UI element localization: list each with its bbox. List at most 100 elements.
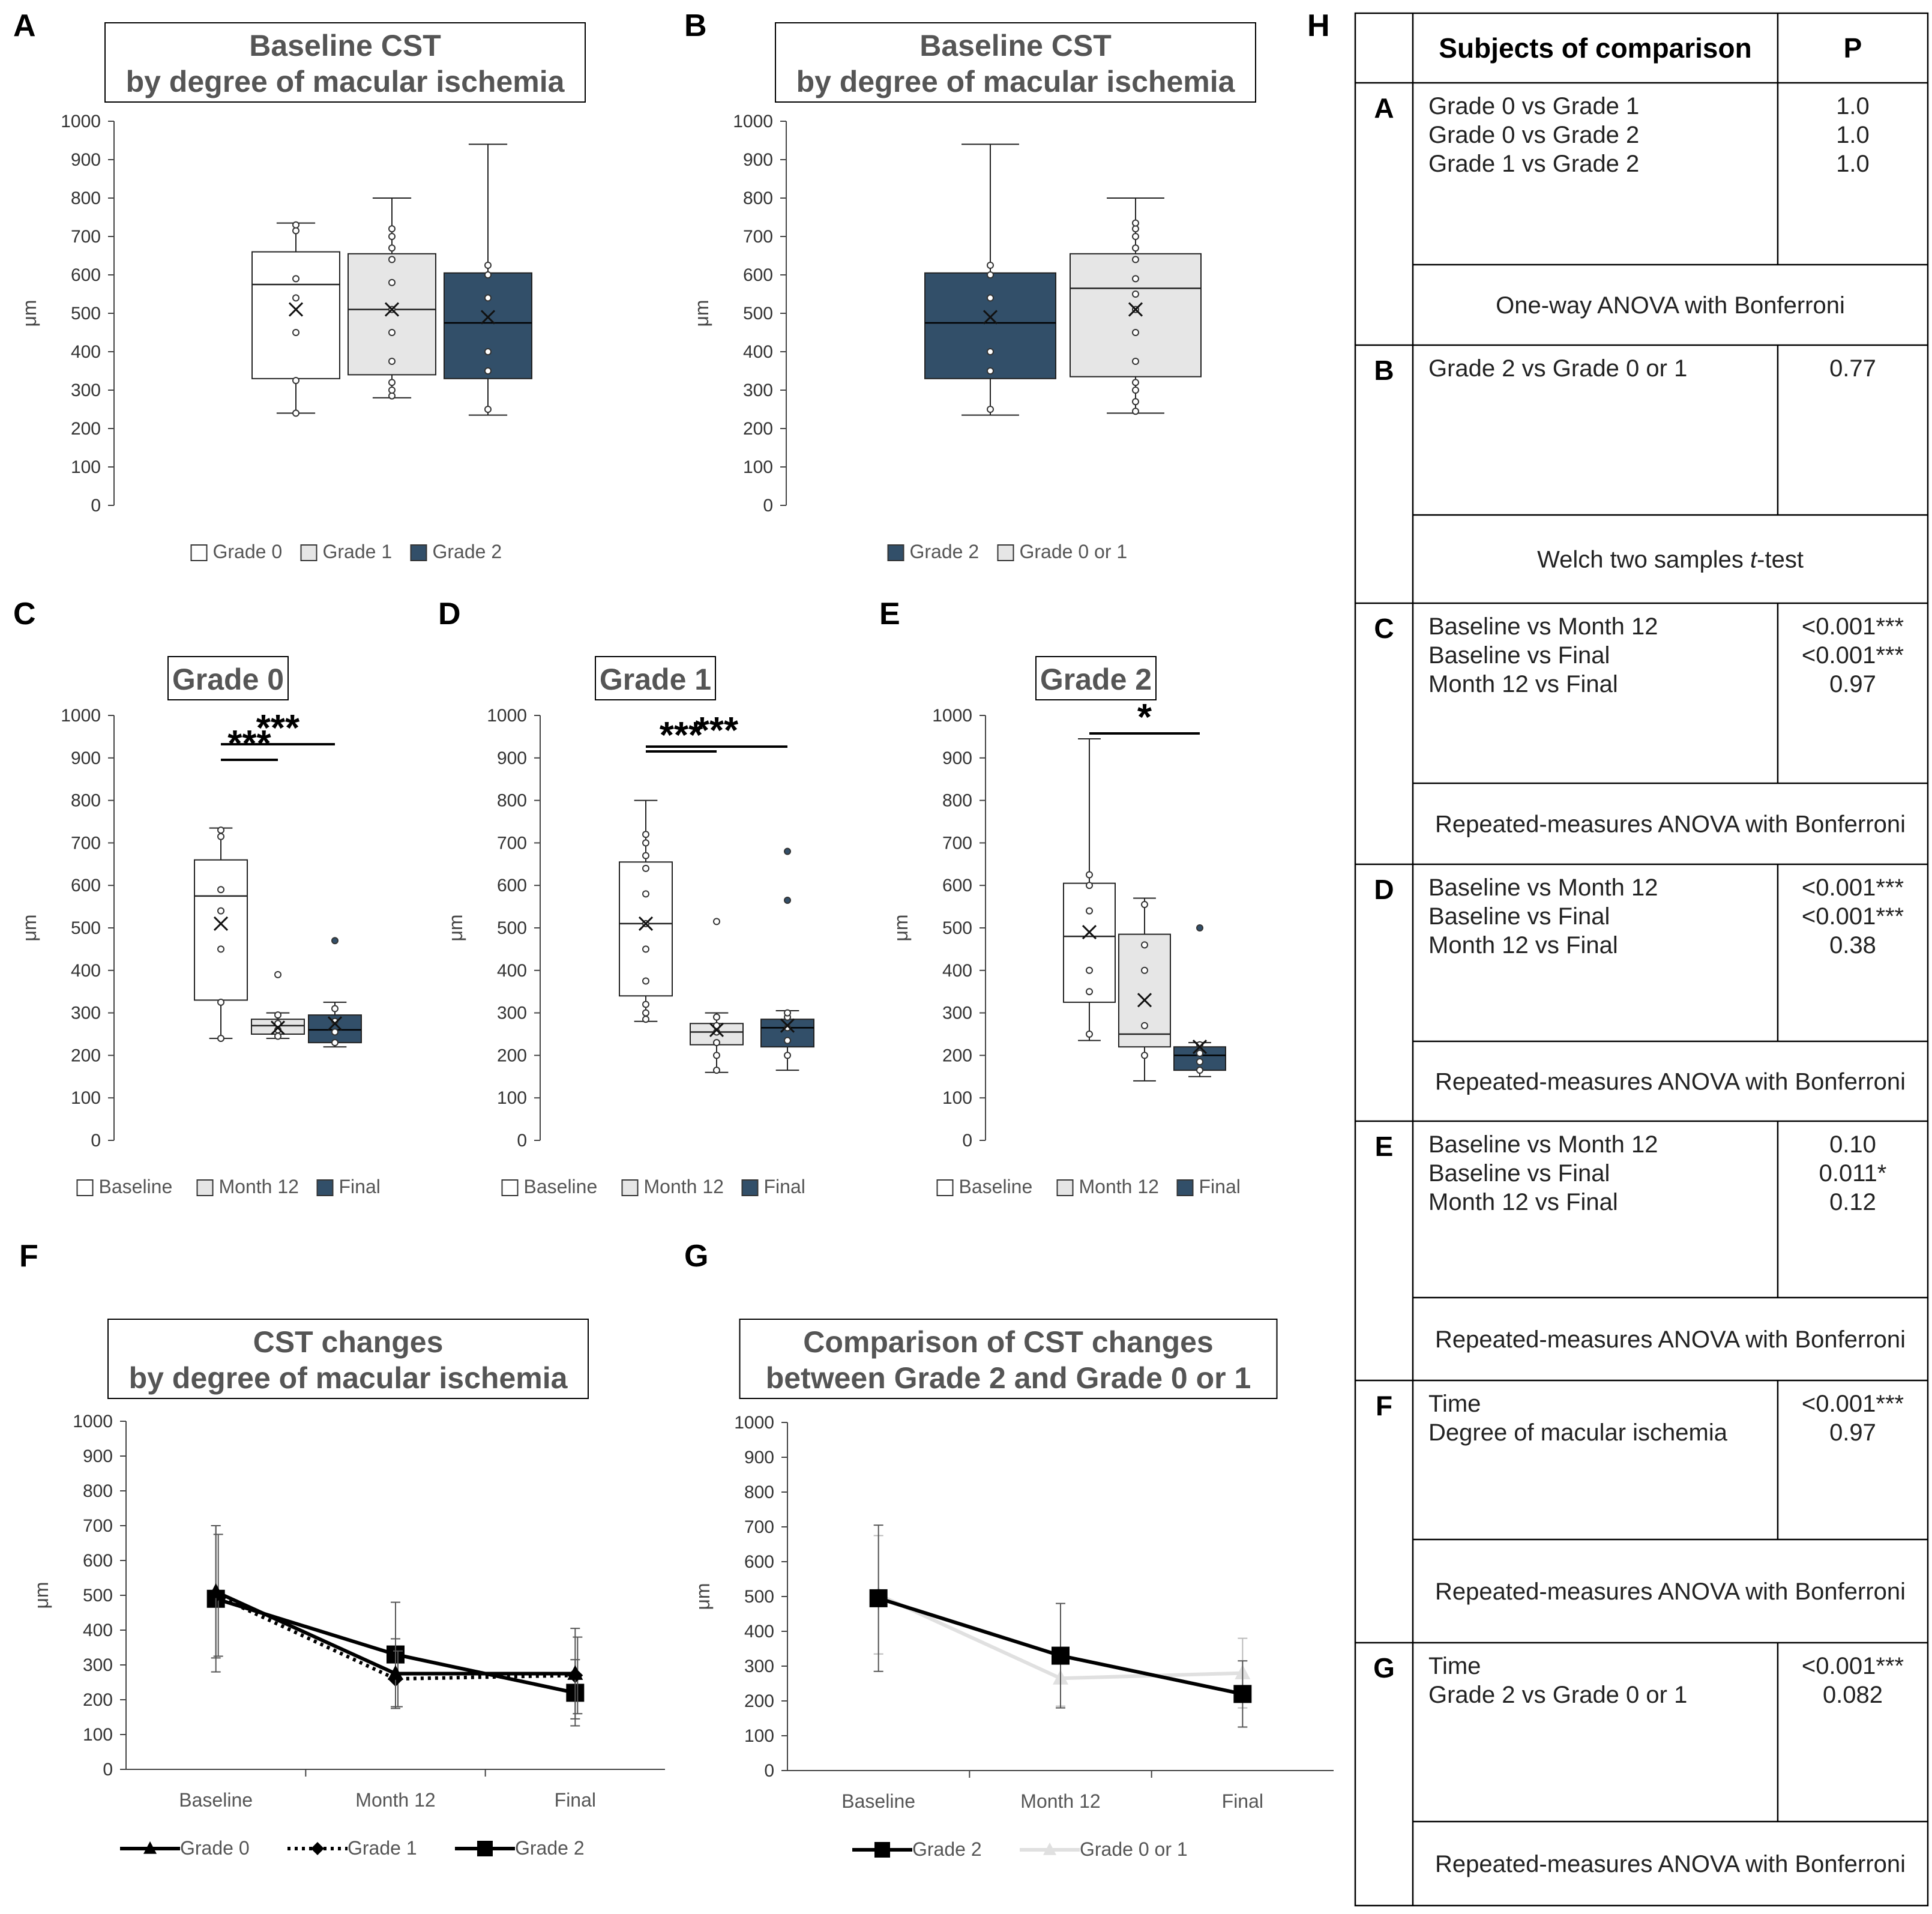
y-tick-label-b: 800 — [743, 188, 773, 208]
y-tick-label-f: 900 — [83, 1446, 113, 1466]
y-tick-label-f: 500 — [83, 1586, 113, 1606]
chart-title-c: Grade 0 — [172, 663, 284, 696]
panel-letter-f: F — [19, 1239, 38, 1274]
y-axis-label-g: μm — [692, 1583, 714, 1610]
data-point — [292, 221, 299, 229]
data-point — [484, 262, 492, 269]
test-method: Repeated-measures ANOVA with Bonferroni — [1435, 1578, 1906, 1605]
y-tick-label-c: 1000 — [61, 706, 101, 726]
mean-marker — [213, 916, 229, 931]
data-point — [1132, 244, 1139, 252]
p-value: 0.082 — [1823, 1682, 1883, 1708]
data-point — [1132, 329, 1139, 336]
comparison-text: Baseline vs Final — [1428, 1160, 1610, 1187]
box-d-final — [760, 847, 814, 1071]
y-tick-label-a: 200 — [71, 419, 101, 439]
data-point — [1086, 882, 1093, 889]
comparison-text: Baseline vs Month 12 — [1428, 1131, 1658, 1158]
data-point — [388, 278, 396, 286]
row-letter: C — [1374, 613, 1394, 644]
legend-swatch-d — [741, 1179, 759, 1196]
data-point — [1086, 1031, 1093, 1038]
series-f-grade-0 — [208, 1525, 583, 1720]
legend-label-e: Final — [1199, 1176, 1241, 1197]
y-tick-label-e: 300 — [942, 1004, 972, 1023]
title-box-c — [167, 656, 289, 700]
data-point — [713, 1052, 720, 1059]
table-header-subjects: Subjects of comparison — [1439, 32, 1751, 64]
marker-triangle — [143, 1841, 157, 1854]
legend-label-f: Grade 1 — [348, 1837, 417, 1859]
p-value: <0.001*** — [1802, 903, 1904, 930]
y-tick-label-b: 600 — [743, 265, 773, 285]
title-box-e — [1035, 656, 1157, 700]
legend-swatch-c — [76, 1179, 94, 1196]
y-tick-label-g: 800 — [744, 1482, 774, 1502]
p-value: <0.001*** — [1802, 613, 1904, 640]
legend-label-b: Grade 0 or 1 — [1020, 541, 1128, 562]
data-point — [713, 1013, 720, 1021]
mean-marker — [780, 1018, 795, 1033]
data-point — [274, 971, 281, 978]
mean-marker — [480, 310, 496, 325]
p-value: 0.011* — [1819, 1160, 1887, 1187]
row-letter: B — [1374, 355, 1394, 386]
data-point — [1132, 233, 1139, 240]
stats-table: Subjects of comparison P A Grade 0 vs Grade… — [1354, 12, 1929, 1907]
y-tick-label-f: 400 — [83, 1621, 113, 1640]
y-tick-label-f: 700 — [83, 1516, 113, 1536]
title-box-a — [104, 22, 586, 103]
data-point — [274, 1011, 281, 1019]
y-tick-label-g: 700 — [744, 1517, 774, 1537]
legend-item-f: Grade 2 — [455, 1837, 585, 1859]
data-point — [484, 348, 492, 355]
y-tick-label-c: 400 — [71, 961, 101, 981]
data-point — [388, 244, 396, 252]
panel-letter-g: G — [684, 1239, 708, 1274]
box-a-grade-2 — [444, 143, 532, 416]
y-tick-label-a: 900 — [71, 150, 101, 170]
y-tick-label-a: 400 — [71, 342, 101, 362]
box-d-baseline — [619, 799, 673, 1023]
marker-triangle — [1043, 1842, 1056, 1855]
y-tick-label-d: 900 — [497, 748, 527, 768]
marker-triangle — [567, 1665, 583, 1680]
y-tick-label-b: 900 — [743, 150, 773, 170]
legend-label-f: Grade 2 — [515, 1837, 585, 1859]
row-letter: E — [1375, 1131, 1394, 1162]
legend-label-d: Baseline — [524, 1176, 598, 1197]
legend-label-c: Final — [339, 1176, 381, 1197]
legend-swatch-b — [887, 544, 904, 561]
series-line — [215, 1593, 576, 1681]
y-tick-label-e: 500 — [942, 918, 972, 938]
y-tick-label-g: 600 — [744, 1552, 774, 1572]
data-point — [642, 1001, 649, 1008]
test-method: Repeated-measures ANOVA with Bonferroni — [1435, 1851, 1906, 1877]
data-point — [292, 227, 299, 235]
box-iqr — [1063, 882, 1116, 1003]
legend-swatch-a — [190, 544, 208, 561]
y-tick-label-g: 1000 — [734, 1413, 774, 1433]
y-axis-label-d: μm — [445, 914, 466, 941]
data-point — [642, 977, 649, 985]
data-point — [713, 918, 720, 925]
data-point — [388, 256, 396, 263]
test-method-italic: t — [1750, 547, 1758, 573]
y-tick-label-b: 700 — [743, 227, 773, 247]
box-e-baseline — [1063, 738, 1116, 1041]
data-point — [484, 271, 492, 278]
x-tick-label-f: Month 12 — [355, 1789, 435, 1811]
x-tick-label-f: Final — [555, 1789, 596, 1811]
data-point — [217, 945, 224, 953]
data-point — [1132, 290, 1139, 298]
panel-c: Grade 0 0 100 200 300 400 500 600 700 800 900 1000 μ… — [19, 656, 381, 1197]
panel-letter-e: E — [879, 597, 900, 631]
data-point — [292, 294, 299, 302]
y-tick-label-c: 600 — [71, 876, 101, 895]
y-tick-label-e: 800 — [942, 791, 972, 811]
data-point — [388, 387, 396, 394]
box-a-grade-0 — [251, 221, 340, 417]
legend-swatch-a — [300, 544, 317, 561]
